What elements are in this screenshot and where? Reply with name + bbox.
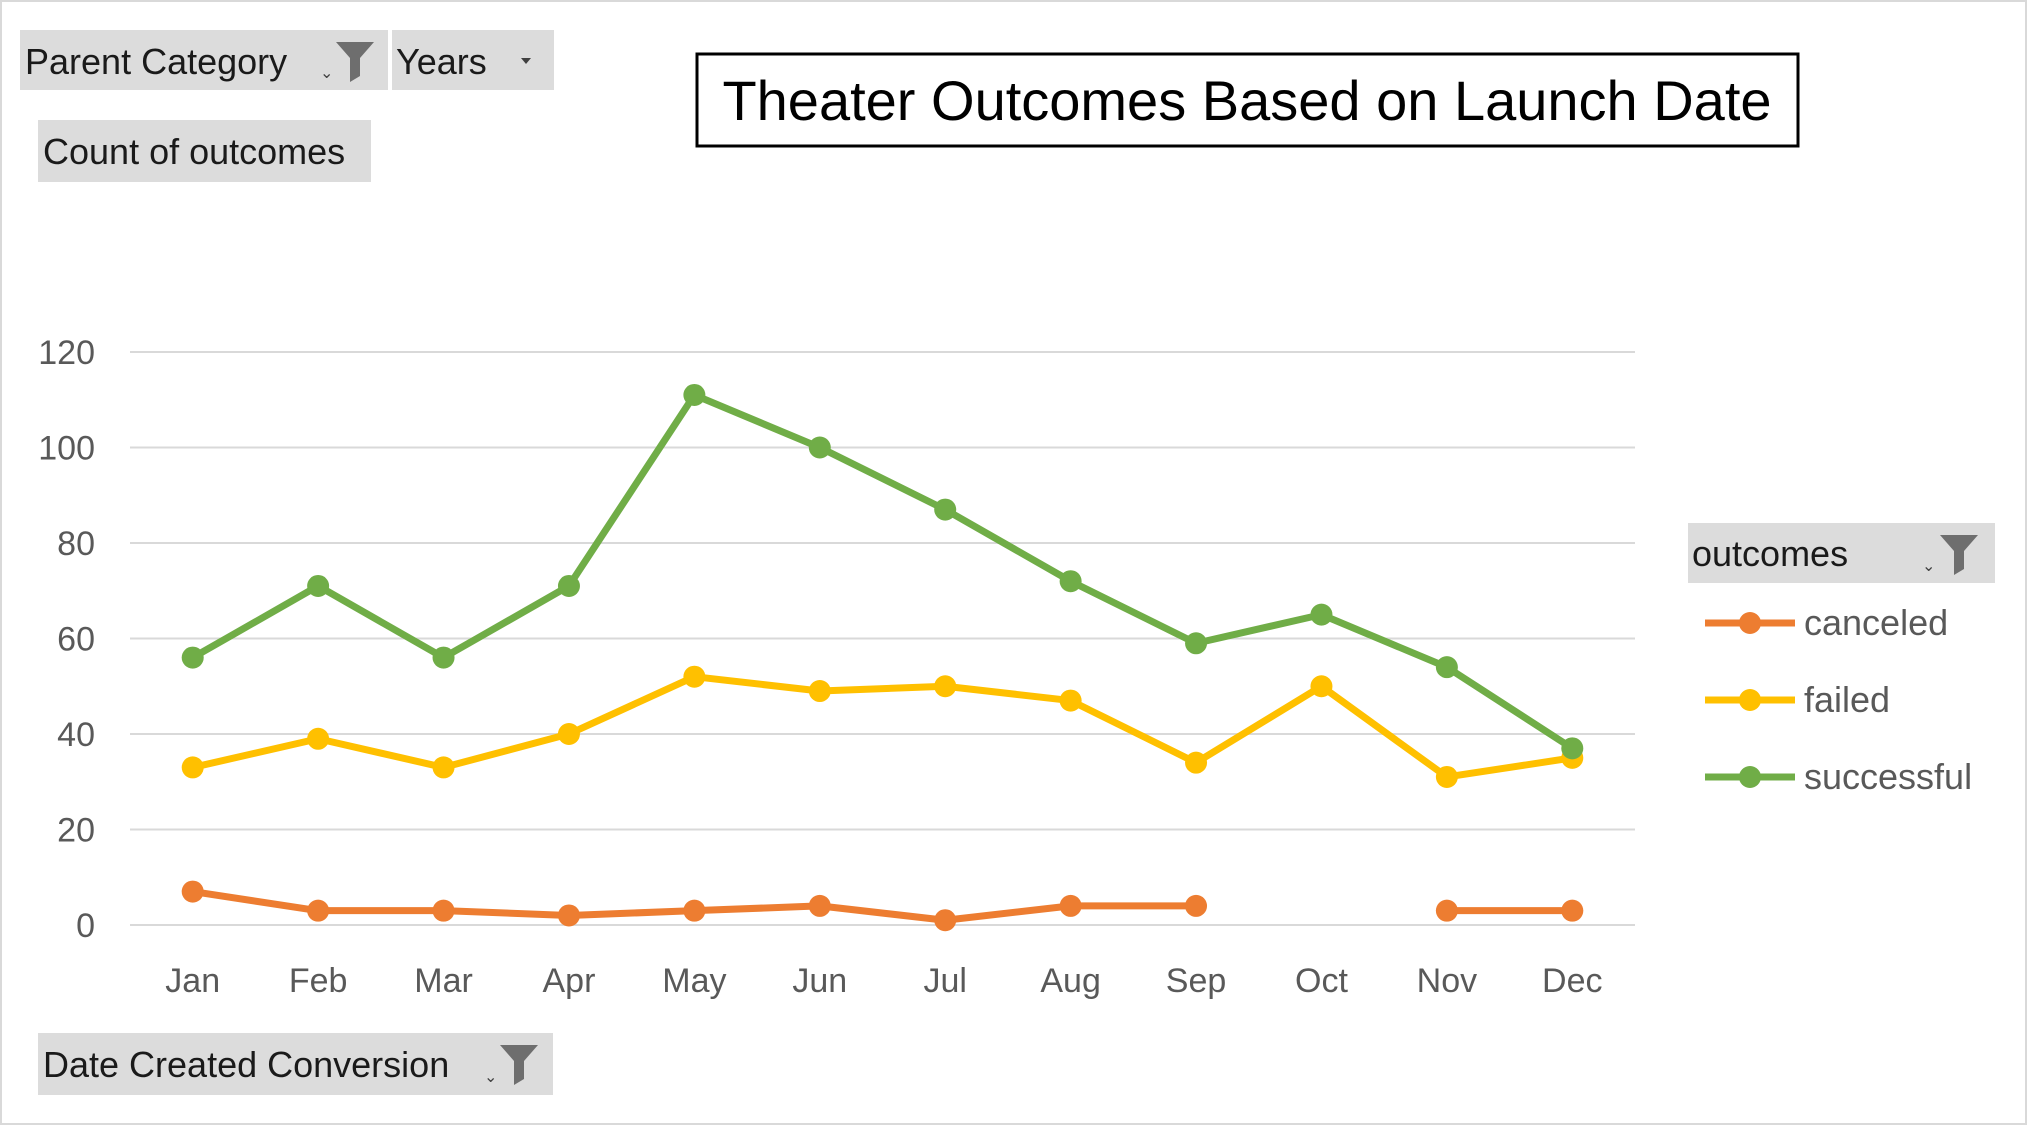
series-successful [181,383,1584,760]
data-point-canceled [557,904,580,927]
legend-swatch-marker [1739,612,1761,634]
legend-field-label: outcomes [1692,533,1848,574]
y-tick-label: 40 [57,716,95,754]
values-field-label: Count of outcomes [43,131,345,172]
svg-text:⌄: ⌄ [484,1069,497,1086]
data-point-successful [1310,603,1333,626]
legend-item-failed[interactable]: failed [1705,679,1890,720]
svg-text:⌄: ⌄ [1922,558,1935,575]
data-point-canceled [1059,894,1082,917]
funnel-icon: ⌄ [1922,535,1978,575]
data-point-canceled [181,880,204,903]
chart-title-box [695,52,1800,148]
data-point-canceled [934,909,957,932]
svg-text:⌄: ⌄ [320,65,333,82]
funnel-icon: ⌄ [484,1045,538,1086]
data-point-canceled [432,899,455,922]
series-failed [181,665,1584,788]
data-point-failed [432,756,455,779]
series-line-failed [189,673,1576,781]
data-point-successful [683,383,706,406]
data-point-successful [181,646,204,669]
x-tick-label: Dec [1542,962,1602,1000]
legend-item-successful[interactable]: successful [1705,756,1972,797]
legend-label: failed [1804,679,1890,720]
x-tick-label: Nov [1417,962,1477,1000]
x-tick-label: May [662,962,726,1000]
data-point-canceled [808,894,831,917]
x-tick-label: Mar [414,962,473,1000]
legend-label: successful [1804,756,1972,797]
values-field-button[interactable]: Count of outcomes [38,120,371,182]
data-point-successful [1185,632,1208,655]
data-point-successful [307,574,330,597]
data-point-failed [683,665,706,688]
data-point-canceled [307,899,330,922]
parent-category-label: Parent Category [25,41,287,82]
y-axis: 0 20 40 60 80 100 120 [38,334,95,945]
chart-title: Theater Outcomes Based on Launch Date [722,69,1771,132]
data-point-failed [1435,765,1458,788]
parent-category-filter-button[interactable]: Parent Category ⌄ [20,30,388,90]
x-tick-label: Sep [1166,962,1227,1000]
data-point-successful [1561,737,1584,760]
data-point-successful [1435,656,1458,679]
data-point-successful [557,574,580,597]
data-point-successful [808,436,831,459]
legend-swatch-marker [1739,766,1761,788]
y-tick-label: 60 [57,621,95,659]
x-tick-label: Jul [923,962,966,1000]
legend-label: canceled [1804,602,1948,643]
y-tick-label: 0 [76,907,95,945]
data-point-failed [1185,751,1208,774]
data-point-successful [1059,570,1082,593]
years-label: Years [396,41,487,82]
data-point-failed [934,675,957,698]
data-point-canceled [1185,894,1208,917]
data-point-canceled [1561,899,1584,922]
axis-field-label: Date Created Conversion [43,1044,449,1085]
x-tick-label: Jun [792,962,847,1000]
y-tick-label: 120 [38,334,95,372]
series-lines [181,383,1584,932]
years-filter-button[interactable]: Years [392,30,554,90]
data-point-successful [934,498,957,521]
series-canceled [181,880,1584,932]
x-tick-label: Feb [289,962,348,1000]
legend-field-button[interactable]: outcomes ⌄ [1688,523,1995,583]
legend-swatch-marker [1739,689,1761,711]
x-tick-label: Aug [1040,962,1101,1000]
x-tick-label: Apr [542,962,595,1000]
y-tick-label: 80 [57,525,95,563]
y-tick-label: 100 [38,430,95,468]
data-point-failed [808,680,831,703]
series-line-successful [189,391,1576,752]
data-point-failed [1059,689,1082,712]
legend-item-canceled[interactable]: canceled [1705,602,1948,643]
data-point-failed [1310,675,1333,698]
data-point-failed [307,727,330,750]
data-point-successful [432,646,455,669]
funnel-icon: ⌄ [320,42,374,82]
y-tick-label: 20 [57,812,95,850]
data-point-failed [181,756,204,779]
legend: canceled failed successful [1705,602,1972,797]
x-axis: Jan Feb Mar Apr May Jun Jul Aug Sep Oct Nov Dec [165,962,1602,1000]
data-point-canceled [683,899,706,922]
axis-field-button[interactable]: Date Created Conversion ⌄ [38,1033,553,1095]
data-point-failed [557,723,580,745]
x-tick-label: Jan [165,962,220,1000]
dropdown-arrow-icon [521,58,531,64]
x-tick-label: Oct [1295,962,1348,1000]
data-point-canceled [1435,899,1458,922]
